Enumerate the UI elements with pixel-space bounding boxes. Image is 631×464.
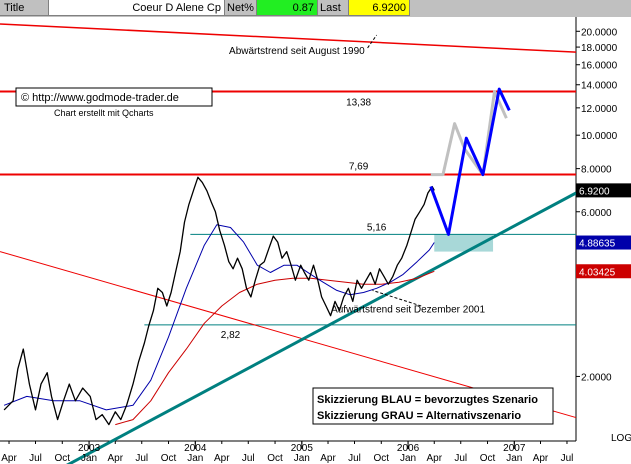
x-month-label: Apr	[107, 453, 123, 464]
y-tick-label: 2.0000	[581, 372, 612, 383]
value-badge-label-ma_short: 4.88635	[579, 239, 616, 250]
legend-blue-text: Skizzierung BLAU = bevorzugtes Szenario	[317, 394, 538, 406]
x-month-label: Jul	[29, 453, 42, 464]
label-1338: 13,38	[346, 98, 371, 109]
value-badge-last	[576, 183, 631, 198]
price-line	[3, 176, 435, 426]
leader-uptrend-2001	[372, 289, 422, 307]
legend-grey-text: Skizzierung GRAU = Alternativszenario	[317, 410, 521, 422]
support-zone	[434, 234, 494, 252]
label-282: 2,82	[221, 330, 241, 341]
y-axis-panel	[576, 17, 631, 441]
y-tick-label: 10.0000	[581, 131, 618, 142]
y-tick-label: 6.0000	[581, 208, 612, 219]
x-month-label: Jul	[561, 453, 574, 464]
y-tick-label: 12.0000	[581, 104, 618, 115]
y-tick-label: 14.0000	[581, 81, 618, 92]
scenario-legend-box	[312, 387, 554, 425]
y-tick-label: 8.0000	[581, 165, 612, 176]
label-769: 7,69	[349, 162, 369, 173]
x-month-label: Oct	[267, 453, 283, 464]
value-badge-label-last: 6.9200	[579, 186, 610, 197]
x-year-label: 2004	[184, 443, 207, 454]
label-516: 5,16	[367, 222, 387, 233]
x-month-label: Oct	[161, 453, 177, 464]
downtrend-line-1990	[0, 23, 577, 53]
copyright-box	[15, 87, 213, 107]
leader-downtrend-1990	[367, 34, 378, 49]
x-year-label: 2005	[291, 443, 314, 454]
moving-average-short	[3, 224, 435, 411]
x-year-label: 2006	[397, 443, 420, 454]
copyright-text: © http://www.godmode-trader.de	[21, 92, 179, 104]
y-tick-label: 18.0000	[581, 43, 618, 54]
scenario-blue-line	[429, 87, 511, 236]
x-month-label: Jan	[400, 453, 416, 464]
header-netpct-label: Net%	[225, 0, 257, 16]
created-with-text: Chart erstellt mit Qcharts	[54, 108, 154, 118]
header-last-label: Last	[318, 0, 349, 16]
x-month-label: Oct	[374, 453, 390, 464]
x-month-label: Oct	[55, 453, 71, 464]
x-month-label: Apr	[320, 453, 336, 464]
x-year-label: 2003	[78, 443, 101, 454]
x-month-label: Apr	[214, 453, 230, 464]
label-uptrend-2001: Aufwärtstrend seit Dezember 2001	[331, 305, 485, 316]
y-tick-label: 16.0000	[581, 61, 618, 72]
x-month-label: Jan	[294, 453, 310, 464]
x-month-label: Jul	[454, 453, 467, 464]
uptrend-line-2001	[66, 191, 577, 464]
header-title-value: Coeur D Alene Cp	[49, 0, 225, 16]
header-netpct-value: 0.87	[257, 0, 318, 16]
header-last-value: 6.9200	[349, 0, 410, 16]
x-year-label: 2007	[503, 443, 526, 454]
value-badge-ma_short	[576, 235, 631, 250]
y-tick-label: 20.0000	[581, 27, 618, 38]
y-axis-scale-label: LOG	[611, 433, 631, 444]
x-month-label: Jul	[348, 453, 361, 464]
x-month-label: Apr	[426, 453, 442, 464]
x-month-label: Jan	[187, 453, 203, 464]
value-badge-label-ma_long: 4.03425	[579, 267, 616, 278]
x-month-label: Jul	[242, 453, 255, 464]
label-downtrend-1990: Abwärtstrend seit August 1990	[229, 46, 365, 57]
x-month-label: Jan	[506, 453, 522, 464]
value-badge-ma_long	[576, 264, 631, 279]
x-axis-panel	[0, 441, 631, 464]
x-month-label: Jul	[135, 453, 148, 464]
x-month-label: Jan	[81, 453, 97, 464]
moving-average-long	[115, 270, 435, 426]
x-month-label: Apr	[1, 453, 17, 464]
header-title-label: Title	[0, 0, 49, 16]
x-month-label: Apr	[533, 453, 549, 464]
x-month-label: Oct	[480, 453, 496, 464]
plot-area	[0, 17, 576, 441]
